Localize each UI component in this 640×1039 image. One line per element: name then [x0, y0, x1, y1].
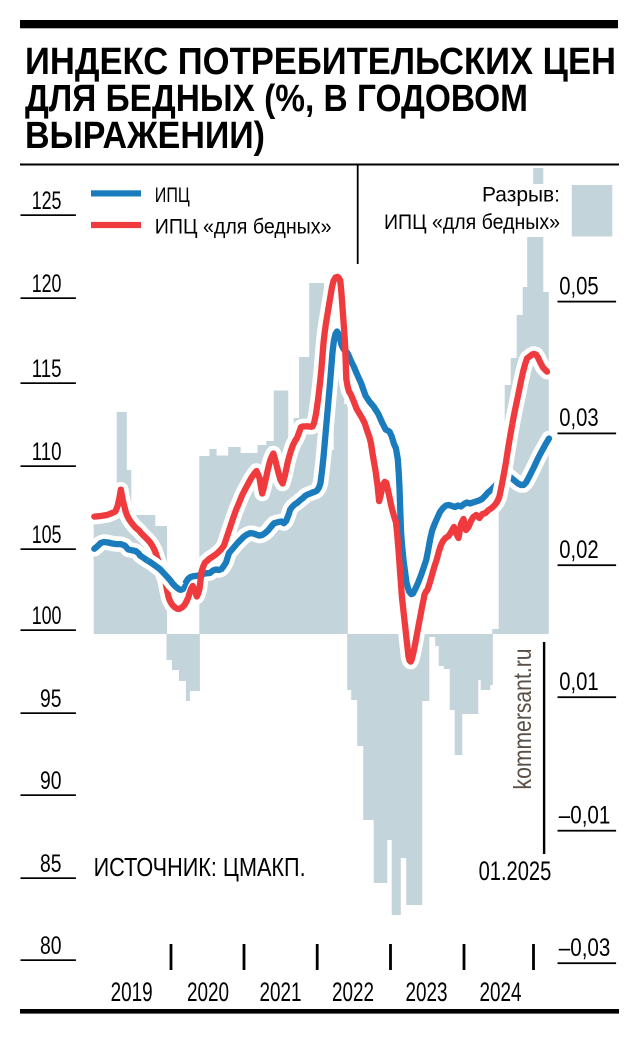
svg-text:–0,01: –0,01 [559, 802, 611, 830]
svg-text:125: 125 [32, 187, 62, 215]
svg-text:105: 105 [32, 521, 62, 549]
svg-text:2023: 2023 [406, 977, 448, 1007]
svg-text:Разрыв:: Разрыв: [482, 184, 560, 207]
svg-text:ДЛЯ БЕДНЫХ (%, В ГОДОВОМ: ДЛЯ БЕДНЫХ (%, В ГОДОВОМ [25, 78, 528, 120]
svg-text:ИПЦ «для бедных»: ИПЦ «для бедных» [155, 216, 332, 239]
svg-text:120: 120 [32, 270, 62, 298]
svg-text:ВЫРАЖЕНИИ): ВЫРАЖЕНИИ) [25, 115, 265, 157]
svg-text:110: 110 [32, 438, 62, 466]
svg-text:ИНДЕКС ПОТРЕБИТЕЛЬСКИХ ЦЕН: ИНДЕКС ПОТРЕБИТЕЛЬСКИХ ЦЕН [25, 41, 616, 83]
svg-text:2021: 2021 [260, 977, 302, 1007]
svg-text:90: 90 [40, 767, 62, 795]
svg-text:85: 85 [40, 850, 62, 878]
svg-text:ИПЦ «для бедных»: ИПЦ «для бедных» [384, 211, 560, 234]
svg-text:0,03: 0,03 [559, 404, 598, 432]
svg-text:ИСТОЧНИК: ЦМАКП.: ИСТОЧНИК: ЦМАКП. [94, 854, 306, 882]
svg-text:kommersant.ru: kommersant.ru [509, 649, 537, 790]
svg-text:0,01: 0,01 [559, 668, 598, 696]
svg-text:0,05: 0,05 [559, 272, 598, 300]
svg-text:2024: 2024 [480, 977, 522, 1007]
svg-text:2020: 2020 [187, 977, 229, 1007]
svg-text:ИПЦ: ИПЦ [155, 184, 190, 207]
svg-text:01.2025: 01.2025 [479, 856, 552, 886]
svg-text:95: 95 [40, 685, 62, 713]
svg-text:80: 80 [40, 932, 62, 960]
svg-text:0,02: 0,02 [559, 536, 598, 564]
svg-text:2019: 2019 [111, 977, 153, 1007]
svg-text:–0,03: –0,03 [559, 934, 611, 962]
svg-text:2022: 2022 [332, 977, 374, 1007]
svg-text:115: 115 [32, 355, 62, 383]
svg-text:100: 100 [32, 602, 62, 630]
